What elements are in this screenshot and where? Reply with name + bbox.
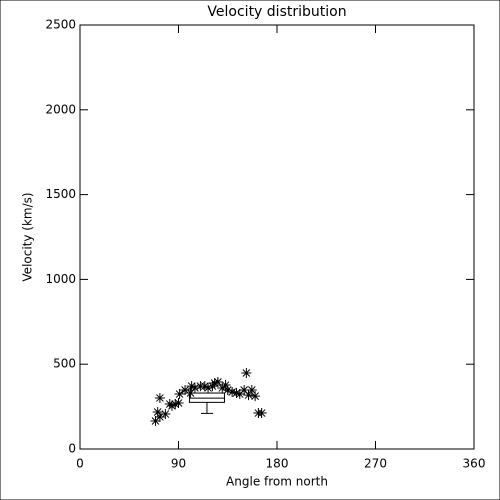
point — [231, 388, 242, 399]
point — [222, 384, 233, 395]
y-tick-label: 1500 — [45, 187, 76, 201]
x-tick-label: 90 — [171, 457, 186, 471]
point — [250, 391, 261, 402]
point — [239, 384, 250, 395]
x-tick-label: 270 — [364, 457, 387, 471]
point — [199, 381, 210, 392]
point — [152, 407, 163, 418]
point — [166, 400, 177, 411]
point — [234, 389, 245, 400]
x-tick-label: 180 — [266, 457, 289, 471]
y-tick-label: 2500 — [45, 18, 76, 32]
point — [174, 389, 185, 400]
point — [173, 398, 184, 409]
point — [186, 381, 197, 392]
point — [150, 416, 161, 427]
point — [212, 377, 223, 388]
x-tick-label: 0 — [76, 457, 84, 471]
point — [170, 399, 181, 410]
point — [154, 392, 165, 403]
x-tick-label: 360 — [463, 457, 486, 471]
point — [160, 409, 171, 420]
point — [241, 368, 252, 379]
point — [209, 378, 220, 389]
point — [243, 390, 254, 401]
y-axis-label: Velocity (km/s) — [21, 192, 35, 281]
y-tick-label: 500 — [53, 357, 76, 371]
point — [154, 411, 165, 422]
point — [203, 382, 214, 393]
point — [180, 384, 191, 395]
y-tick-label: 0 — [68, 442, 76, 456]
y-tick-label: 2000 — [45, 102, 76, 116]
y-tick-label: 1000 — [45, 272, 76, 286]
point — [246, 384, 257, 395]
point — [207, 381, 218, 392]
chart-title: Velocity distribution — [207, 4, 346, 20]
point — [189, 382, 200, 393]
point — [220, 380, 231, 391]
x-axis-label: Angle from north — [226, 475, 328, 489]
point — [227, 387, 238, 398]
point — [256, 408, 267, 419]
